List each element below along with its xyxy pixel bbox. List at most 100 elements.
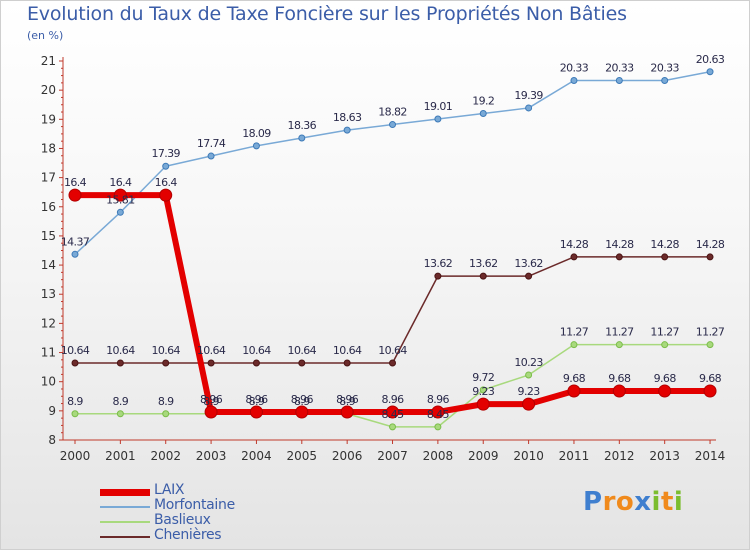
data-label-morfontaine: 15.81 (106, 193, 135, 206)
data-point-laix (295, 405, 309, 419)
legend-label: Chenières (154, 527, 222, 543)
data-point-laix (113, 188, 127, 202)
data-point-morfontaine (570, 77, 578, 85)
data-label-laix: 8.96 (200, 393, 223, 406)
data-point-morfontaine (252, 142, 260, 150)
data-point-chenieres (479, 272, 487, 280)
data-point-laix (386, 405, 400, 419)
data-label-baslieux: 9.72 (472, 371, 494, 384)
data-label-laix: 8.96 (291, 393, 314, 406)
data-label-baslieux: 8.45 (381, 408, 404, 421)
data-point-morfontaine (479, 109, 487, 117)
data-point-baslieux (162, 410, 170, 418)
y-tick-label: 10 (41, 375, 56, 389)
data-label-chenieres: 10.64 (378, 344, 407, 357)
data-point-baslieux (570, 341, 578, 349)
data-label-morfontaine: 17.74 (197, 137, 226, 150)
data-point-chenieres (706, 253, 714, 261)
x-tick-label: 2007 (377, 449, 408, 463)
y-tick-label: 16 (41, 200, 56, 214)
data-label-laix: 9.23 (518, 385, 541, 398)
data-label-morfontaine: 18.63 (333, 111, 362, 124)
data-point-morfontaine (162, 162, 170, 170)
data-label-laix: 16.4 (155, 176, 178, 189)
logo-letter: i (673, 487, 684, 517)
x-tick-label: 2009 (468, 449, 499, 463)
data-label-chenieres: 10.64 (333, 344, 362, 357)
data-label-chenieres: 10.64 (242, 344, 271, 357)
legend-swatch (100, 489, 150, 496)
data-point-laix (612, 384, 626, 398)
data-label-baslieux: 11.27 (696, 326, 725, 339)
data-label-baslieux: 8.9 (339, 395, 355, 408)
data-label-chenieres: 10.64 (106, 344, 135, 357)
data-point-chenieres (71, 359, 79, 367)
data-label-laix: 9.68 (608, 372, 631, 385)
data-label-chenieres: 14.28 (605, 238, 634, 251)
data-label-baslieux: 11.27 (560, 326, 589, 339)
y-tick-label: 14 (41, 258, 56, 272)
data-label-morfontaine: 17.39 (151, 147, 180, 160)
x-tick-label: 2008 (423, 449, 454, 463)
data-point-morfontaine (525, 104, 533, 112)
data-point-chenieres (162, 359, 170, 367)
data-label-morfontaine: 20.33 (650, 62, 679, 75)
x-tick-label: 2012 (604, 449, 635, 463)
data-label-morfontaine: 19.2 (472, 94, 494, 107)
data-point-laix (431, 405, 445, 419)
data-label-morfontaine: 19.39 (514, 89, 543, 102)
data-label-chenieres: 13.62 (469, 257, 498, 270)
data-label-baslieux: 8.9 (67, 395, 83, 408)
y-tick-label: 12 (41, 316, 56, 330)
y-tick-label: 8 (48, 433, 56, 447)
data-label-morfontaine: 20.33 (560, 62, 589, 75)
x-tick-label: 2010 (513, 449, 544, 463)
data-point-morfontaine (615, 77, 623, 85)
data-label-laix: 9.68 (563, 372, 586, 385)
data-label-morfontaine: 14.37 (61, 235, 90, 248)
data-label-baslieux: 8.9 (158, 395, 174, 408)
legend-swatch (100, 536, 150, 538)
data-label-laix: 9.23 (472, 385, 495, 398)
data-point-chenieres (615, 253, 623, 261)
x-tick-label: 2003 (196, 449, 227, 463)
x-tick-label: 2006 (332, 449, 363, 463)
data-point-laix (340, 405, 354, 419)
data-label-baslieux: 11.27 (650, 326, 679, 339)
data-point-chenieres (343, 359, 351, 367)
logo-letter: t (660, 487, 674, 517)
legend-swatch (100, 506, 150, 508)
data-point-chenieres (661, 253, 669, 261)
data-point-morfontaine (389, 121, 397, 129)
legend-label: Baslieux (154, 512, 211, 528)
data-label-chenieres: 14.28 (560, 238, 589, 251)
data-point-laix (159, 188, 173, 202)
data-label-laix: 9.68 (699, 372, 722, 385)
data-label-chenieres: 10.64 (151, 344, 180, 357)
data-label-chenieres: 10.64 (197, 344, 226, 357)
data-point-chenieres (389, 359, 397, 367)
data-point-laix (658, 384, 672, 398)
data-label-baslieux: 8.9 (203, 395, 219, 408)
data-label-morfontaine: 18.09 (242, 127, 271, 140)
y-tick-label: 17 (41, 171, 56, 185)
data-label-laix: 9.68 (654, 372, 677, 385)
data-label-laix: 8.96 (381, 393, 404, 406)
y-tick-label: 18 (41, 141, 56, 155)
data-label-morfontaine: 20.63 (696, 53, 725, 66)
data-label-chenieres: 10.64 (61, 344, 90, 357)
data-point-morfontaine (207, 152, 215, 160)
data-label-baslieux: 10.23 (514, 356, 543, 369)
data-point-morfontaine (661, 77, 669, 85)
data-point-morfontaine (298, 134, 306, 142)
data-point-laix (68, 188, 82, 202)
data-point-chenieres (525, 272, 533, 280)
y-tick-label: 13 (41, 287, 56, 301)
data-point-laix (249, 405, 263, 419)
data-point-laix (204, 405, 218, 419)
logo-letter: x (634, 487, 652, 517)
data-point-baslieux (706, 341, 714, 349)
data-point-laix (703, 384, 717, 398)
